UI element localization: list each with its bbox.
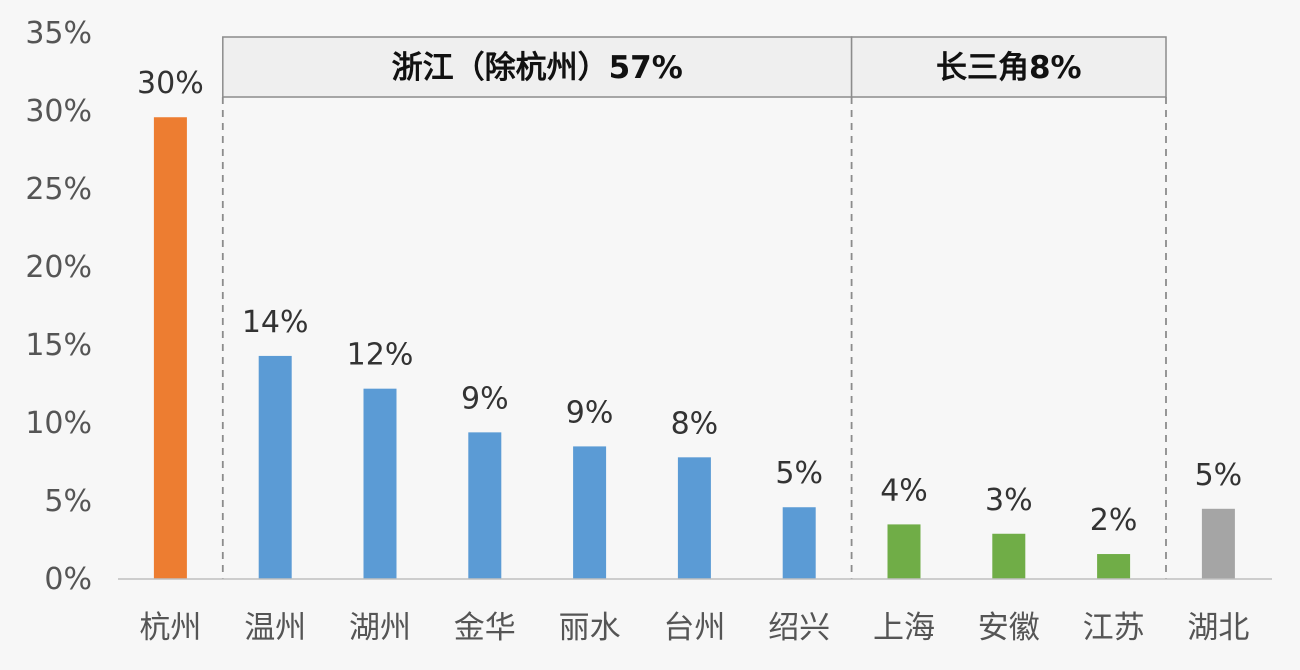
x-axis: 杭州 温州 湖州 金华 丽水 台州 绍兴 上海 安徽 江苏 湖北 xyxy=(118,578,1272,646)
data-label: 9% xyxy=(566,395,614,430)
group-header-label: 浙江（除杭州）57% xyxy=(392,50,683,86)
bar xyxy=(677,457,711,579)
data-labels: 30% 14% 12% 9% 9% 8% 5% 4% 3% 2% 5% xyxy=(137,66,1242,538)
data-label: 5% xyxy=(1195,458,1243,493)
bar xyxy=(258,355,292,579)
bar xyxy=(573,446,607,579)
category-label: 温州 xyxy=(244,610,306,646)
category-label: 杭州 xyxy=(139,610,201,646)
category-label: 丽水 xyxy=(559,610,621,646)
data-label: 8% xyxy=(671,406,719,441)
bar xyxy=(153,117,187,580)
category-label: 台州 xyxy=(663,610,725,646)
y-tick-label: 5% xyxy=(44,484,92,519)
y-tick-label: 10% xyxy=(25,406,92,441)
category-label: 湖州 xyxy=(349,610,411,646)
category-label: 湖北 xyxy=(1187,610,1249,646)
category-label: 绍兴 xyxy=(768,610,830,646)
bar xyxy=(1097,554,1131,579)
bar xyxy=(782,507,816,579)
bar xyxy=(468,432,502,579)
data-label: 30% xyxy=(137,66,204,101)
y-tick-label: 30% xyxy=(25,94,92,129)
y-tick-label: 20% xyxy=(25,250,92,285)
bars xyxy=(153,117,1235,580)
bar xyxy=(887,524,921,579)
y-tick-label: 25% xyxy=(25,172,92,207)
data-label: 14% xyxy=(242,305,309,340)
category-label: 安徽 xyxy=(978,610,1040,646)
group-header-box xyxy=(850,36,1167,98)
data-label: 5% xyxy=(775,456,823,491)
y-tick-label: 0% xyxy=(44,562,92,597)
data-label: 12% xyxy=(347,338,414,373)
category-label: 江苏 xyxy=(1083,610,1145,646)
group-header-box xyxy=(222,36,853,98)
bar xyxy=(363,388,397,579)
data-label: 2% xyxy=(1090,503,1138,538)
y-tick-label: 35% xyxy=(25,16,92,51)
bar xyxy=(1201,508,1235,579)
y-tick-label: 15% xyxy=(25,328,92,363)
data-label: 9% xyxy=(461,381,509,416)
y-axis: 0% 5% 10% 15% 20% 25% 30% 35% xyxy=(25,16,92,597)
bar xyxy=(992,533,1026,579)
category-label: 金华 xyxy=(454,610,516,646)
data-label: 4% xyxy=(880,473,928,508)
data-label: 3% xyxy=(985,483,1033,518)
category-label: 上海 xyxy=(873,610,935,646)
group-brackets: 浙江（除杭州）57% 长三角8% xyxy=(221,36,1167,579)
group-header-label: 长三角8% xyxy=(936,50,1082,86)
